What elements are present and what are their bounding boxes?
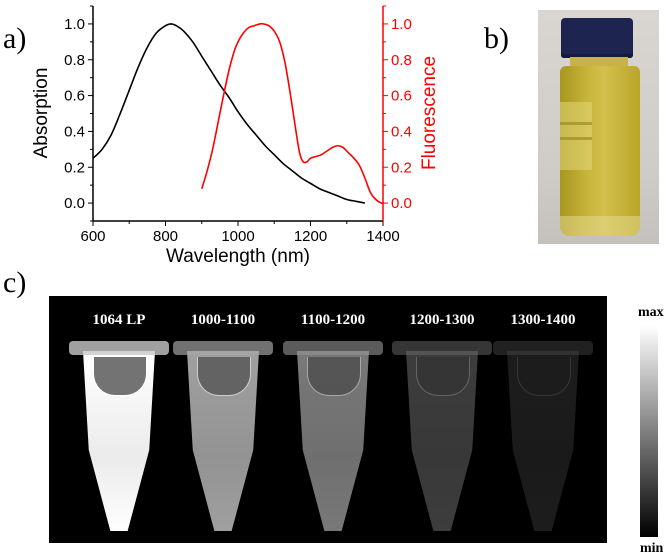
tube-image [493, 341, 593, 536]
y2-tick-label: 0.4 [391, 123, 412, 140]
y2-tick-label: 0.2 [391, 159, 412, 176]
tube-image [283, 341, 383, 536]
vial-label-band [560, 122, 592, 125]
tube-cap-inner [93, 357, 147, 396]
tube-cap-inner [416, 357, 470, 396]
y2-tick-label: 0.0 [391, 195, 412, 212]
y-tick-label: 0.6 [64, 88, 85, 105]
panel-label-b: b) [484, 22, 509, 55]
y2-tick-label: 1.0 [391, 16, 412, 33]
colorbar: max min [630, 305, 666, 560]
tube-label: 1064 LP [92, 312, 146, 328]
tube-rim [493, 341, 593, 355]
y-tick-label: 0.2 [64, 159, 85, 176]
tube-label: 1100-1200 [300, 312, 366, 328]
y2-tick-label: 0.6 [391, 88, 412, 105]
x-axis-label: Wavelength (nm) [166, 246, 310, 267]
series-line-fluorescence [200, 22, 384, 205]
y-tick-label: 0.4 [64, 123, 85, 140]
x-tick-label: 1200 [294, 228, 327, 245]
y-tick-label: 1.0 [64, 16, 85, 33]
tube-cap-inner [517, 357, 571, 396]
tube-cap-inner [307, 357, 361, 396]
colorbar-min-label: min [640, 541, 664, 556]
y2-axis-label: Fluorescence [419, 56, 440, 170]
x-tick-label: 1400 [366, 228, 399, 245]
vial-cap [561, 18, 633, 58]
y-tick-label: 0.8 [64, 52, 85, 69]
x-tick-label: 800 [153, 228, 178, 245]
tube-rim [283, 341, 383, 355]
vial-photo [538, 10, 659, 244]
tube-label: 1300-1400 [510, 312, 576, 328]
series-line-absorption [92, 23, 366, 204]
nir-imaging-panel: 1064 LP 1000-1100 1100-1200 1200-1300 1300-1… [49, 296, 607, 543]
spectra-chart: 600 800 1000 1200 1400 0.0 0.2 0.4 0.6 0.8 1.0 0.0 0… [31, 5, 440, 267]
tube-cap-inner [197, 357, 251, 396]
tube-rim [69, 341, 169, 355]
x-tick-label: 600 [80, 228, 105, 245]
vial-label-band [560, 137, 592, 140]
colorbar-gradient [640, 325, 658, 537]
tube-label: 1000-1100 [190, 312, 256, 328]
x-tick-label: 1000 [221, 228, 254, 245]
tube-image [69, 341, 169, 536]
y2-tick-label: 0.8 [391, 52, 412, 69]
tube-image [392, 341, 492, 536]
panel-label-a: a) [3, 22, 27, 55]
panel-label-c: c) [3, 266, 27, 299]
chart-axes: 600 800 1000 1200 1400 0.0 0.2 0.4 0.6 0.8 1.0 0.0 0… [64, 5, 412, 245]
tube-image [173, 341, 273, 536]
colorbar-max-label: max [638, 305, 664, 320]
vial-label [560, 102, 592, 170]
tube-rim [173, 341, 273, 355]
chart-series [92, 22, 384, 205]
tube-rim [392, 341, 492, 355]
tube-label: 1200-1300 [409, 312, 475, 328]
y-axis-label: Absorption [31, 68, 52, 159]
vial-base [560, 216, 640, 236]
y-tick-label: 0.0 [64, 195, 85, 212]
